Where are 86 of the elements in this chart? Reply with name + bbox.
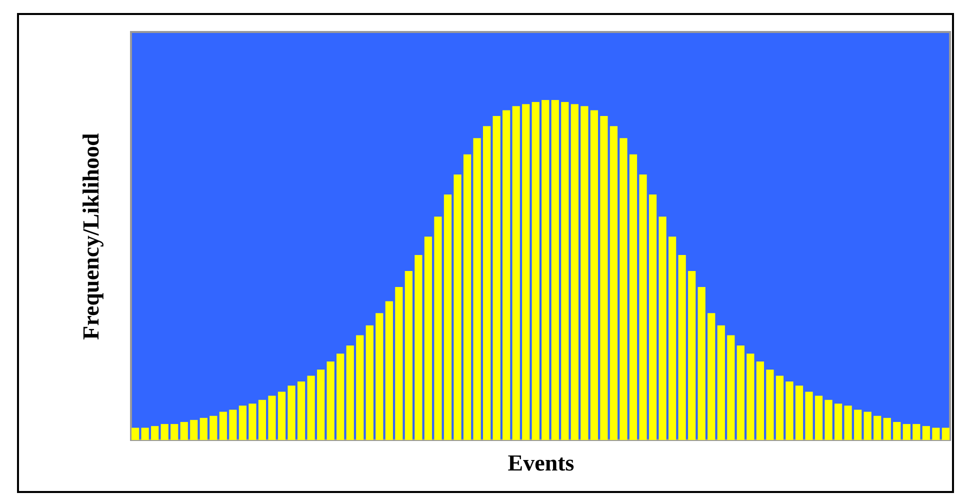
bar: [444, 194, 452, 440]
bar: [160, 424, 168, 440]
bar: [648, 194, 657, 440]
bar: [776, 376, 784, 440]
bar: [678, 255, 686, 440]
bar: [248, 404, 256, 440]
bar: [922, 426, 930, 440]
bar: [902, 424, 910, 440]
bar: [170, 424, 178, 440]
bar: [942, 428, 950, 440]
bar: [542, 100, 550, 440]
bar: [278, 392, 286, 440]
bar: [561, 102, 569, 440]
bar: [668, 236, 676, 440]
bar: [229, 410, 237, 440]
bar: [326, 361, 334, 440]
bar: [297, 382, 306, 440]
bar: [463, 154, 472, 440]
bar: [268, 396, 276, 440]
x-axis-title: Events: [508, 450, 574, 476]
bar: [580, 106, 588, 440]
bar: [492, 116, 500, 440]
bar: [346, 345, 354, 440]
bar: [795, 386, 804, 440]
bar: [746, 354, 754, 440]
bar: [736, 345, 744, 440]
bar: [404, 271, 412, 440]
bar: [756, 361, 764, 440]
bar: [219, 412, 227, 440]
bar: [893, 422, 901, 440]
bar: [717, 325, 725, 440]
bar: [844, 406, 852, 440]
bar: [864, 412, 872, 440]
bar: [473, 138, 481, 440]
bar: [395, 287, 403, 440]
bar: [414, 255, 422, 440]
bar: [658, 216, 666, 440]
bar: [454, 174, 462, 440]
bar: [385, 301, 393, 440]
bar: [376, 313, 384, 440]
bar: [766, 370, 774, 440]
bar: [620, 138, 628, 440]
bar: [834, 404, 842, 440]
bar: [200, 418, 208, 440]
bar: [424, 236, 432, 440]
bar: [600, 116, 608, 440]
bar: [522, 104, 530, 440]
bar: [131, 428, 140, 440]
bar: [854, 410, 862, 440]
bar: [570, 104, 578, 440]
bar: [180, 422, 188, 440]
y-axis-title: Frequency/Liklihood: [78, 132, 104, 340]
bar: [434, 216, 442, 440]
bar: [814, 396, 823, 440]
bar: [698, 287, 706, 440]
bar: [512, 106, 520, 440]
bar: [874, 416, 882, 440]
bar: [356, 335, 364, 440]
bar: [482, 126, 491, 440]
bar: [532, 102, 540, 440]
bar: [141, 428, 149, 440]
bar: [258, 400, 266, 440]
bar: [366, 325, 374, 440]
bar: [688, 271, 696, 440]
bar: [336, 354, 344, 440]
bar: [590, 110, 598, 440]
bar: [786, 382, 794, 440]
bar: [238, 406, 247, 440]
bar: [639, 174, 647, 440]
bar: [502, 110, 510, 440]
bar: [551, 100, 559, 440]
bar: [708, 313, 716, 440]
bar: [932, 428, 940, 440]
bar: [307, 376, 315, 440]
bar: [610, 126, 618, 440]
bar: [883, 418, 891, 440]
bar: [629, 154, 638, 440]
bar: [190, 420, 198, 440]
bar: [805, 392, 813, 440]
bar: [727, 335, 735, 440]
bar: [151, 426, 159, 440]
bar: [824, 400, 832, 440]
bar: [210, 416, 218, 440]
bar: [317, 370, 325, 440]
bar: [288, 386, 296, 440]
bar: [912, 424, 920, 440]
